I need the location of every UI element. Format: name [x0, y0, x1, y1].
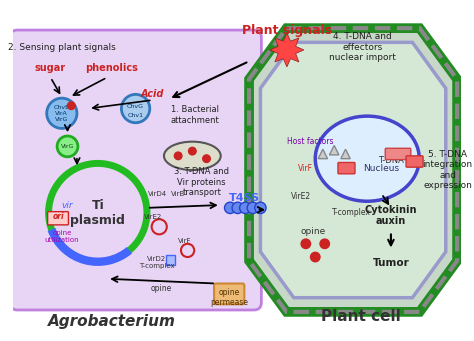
- Text: opine
utilization: opine utilization: [45, 230, 79, 243]
- Text: VirE2: VirE2: [291, 192, 311, 201]
- Circle shape: [174, 152, 182, 160]
- Text: 4. T-DNA and
effectors
nuclear import: 4. T-DNA and effectors nuclear import: [329, 32, 396, 62]
- Text: Host factors: Host factors: [287, 137, 334, 146]
- Text: Nucleus: Nucleus: [364, 164, 400, 173]
- Circle shape: [240, 202, 251, 213]
- Polygon shape: [318, 149, 328, 159]
- Text: T-complex: T-complex: [332, 208, 371, 217]
- Text: VirF: VirF: [298, 164, 313, 173]
- Circle shape: [67, 102, 75, 109]
- Ellipse shape: [164, 142, 221, 170]
- Text: phenolics: phenolics: [85, 63, 138, 73]
- Text: T-DNA: T-DNA: [378, 156, 404, 165]
- Circle shape: [310, 252, 320, 262]
- Polygon shape: [341, 149, 350, 159]
- Text: opine: opine: [301, 227, 326, 236]
- FancyBboxPatch shape: [338, 162, 355, 174]
- Text: opine: opine: [151, 284, 172, 293]
- Circle shape: [57, 136, 78, 157]
- Circle shape: [247, 202, 258, 213]
- FancyBboxPatch shape: [406, 156, 423, 167]
- Text: VirB: VirB: [171, 191, 185, 197]
- Text: Acid: Acid: [141, 89, 164, 99]
- FancyBboxPatch shape: [385, 148, 411, 160]
- Text: opine
permease: opine permease: [210, 288, 248, 307]
- Text: Plant cell: Plant cell: [321, 309, 401, 324]
- Circle shape: [320, 239, 329, 249]
- Circle shape: [121, 94, 150, 123]
- Text: vir: vir: [62, 202, 73, 210]
- Text: VirE2: VirE2: [144, 214, 162, 220]
- Circle shape: [47, 98, 77, 129]
- Text: VirD2
T-complex: VirD2 T-complex: [138, 256, 174, 269]
- Text: Tumor: Tumor: [373, 258, 409, 268]
- Text: Ti
plasmid: Ti plasmid: [70, 198, 125, 226]
- Polygon shape: [270, 33, 304, 67]
- Circle shape: [301, 239, 310, 249]
- Text: 5. T-DNA
integration
and
expression: 5. T-DNA integration and expression: [423, 150, 473, 190]
- Circle shape: [255, 202, 266, 213]
- Text: 2. Sensing plant signals: 2. Sensing plant signals: [8, 43, 116, 51]
- Text: VirD4: VirD4: [148, 191, 167, 197]
- Polygon shape: [249, 28, 457, 312]
- Text: 1. Bacterial
attachment: 1. Bacterial attachment: [171, 105, 219, 125]
- Polygon shape: [260, 42, 446, 298]
- Text: ori: ori: [52, 212, 64, 221]
- FancyBboxPatch shape: [214, 283, 244, 304]
- Text: ChvE
VirA
VirG: ChvE VirA VirG: [54, 105, 70, 122]
- FancyBboxPatch shape: [10, 30, 261, 310]
- Circle shape: [225, 202, 236, 213]
- Text: Chv1: Chv1: [128, 113, 144, 118]
- Circle shape: [203, 155, 210, 162]
- Polygon shape: [329, 146, 339, 155]
- Text: Cytokinin
auxin: Cytokinin auxin: [365, 205, 417, 226]
- Text: VirG: VirG: [61, 144, 74, 149]
- FancyBboxPatch shape: [48, 212, 68, 225]
- Text: Plant signals: Plant signals: [242, 24, 332, 36]
- Text: sugar: sugar: [35, 63, 66, 73]
- Ellipse shape: [315, 116, 419, 201]
- Circle shape: [232, 202, 243, 213]
- Text: T4SS: T4SS: [229, 193, 260, 203]
- Text: Agrobacterium: Agrobacterium: [48, 314, 176, 329]
- Circle shape: [189, 147, 196, 155]
- Text: VirF: VirF: [178, 238, 191, 244]
- Text: 3. T-DNA and
Vir proteins
transport: 3. T-DNA and Vir proteins transport: [174, 167, 229, 197]
- Text: ChvG: ChvG: [127, 104, 144, 109]
